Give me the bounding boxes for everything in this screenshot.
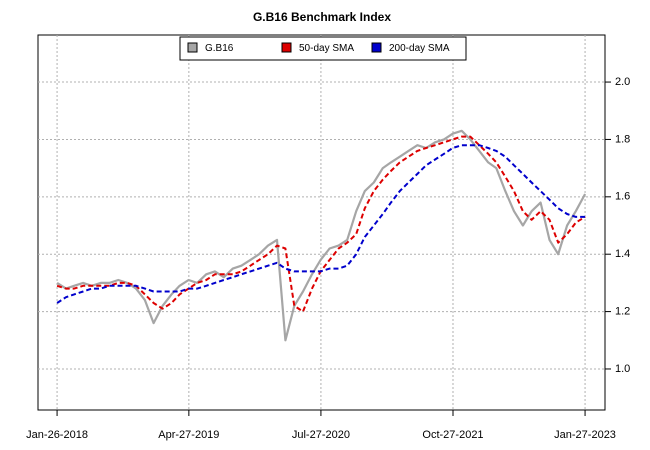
y-tick-label: 1.2 bbox=[615, 305, 630, 317]
legend-swatch bbox=[281, 42, 292, 53]
legend-swatch bbox=[371, 42, 382, 53]
legend: G.B16 50-day SMA 200-day SMA bbox=[179, 36, 467, 61]
legend-label: 200-day SMA bbox=[389, 43, 450, 54]
y-tick-label: 1.0 bbox=[615, 363, 630, 375]
x-tick-label: Apr-27-2019 bbox=[158, 429, 219, 441]
plot-frame bbox=[37, 34, 606, 411]
series-line bbox=[56, 129, 587, 342]
y-tick-label: 1.8 bbox=[615, 133, 630, 145]
x-tick-label: Oct-27-2021 bbox=[422, 429, 483, 441]
x-tick-label: Jan-27-2023 bbox=[554, 429, 616, 441]
series-line bbox=[56, 144, 586, 304]
legend-label: G.B16 bbox=[205, 43, 234, 54]
y-tick-label: 1.6 bbox=[615, 191, 630, 203]
legend-label: 50-day SMA bbox=[299, 43, 354, 54]
x-tick-label: Jan-26-2018 bbox=[26, 429, 88, 441]
chart-title: G.B16 Benchmark Index bbox=[253, 10, 391, 24]
x-tick-label: Jul-27-2020 bbox=[292, 429, 350, 441]
legend-swatch bbox=[187, 42, 198, 53]
y-tick-label: 2.0 bbox=[615, 76, 630, 88]
y-tick-label: 1.4 bbox=[615, 248, 630, 260]
legend-box bbox=[179, 36, 467, 61]
